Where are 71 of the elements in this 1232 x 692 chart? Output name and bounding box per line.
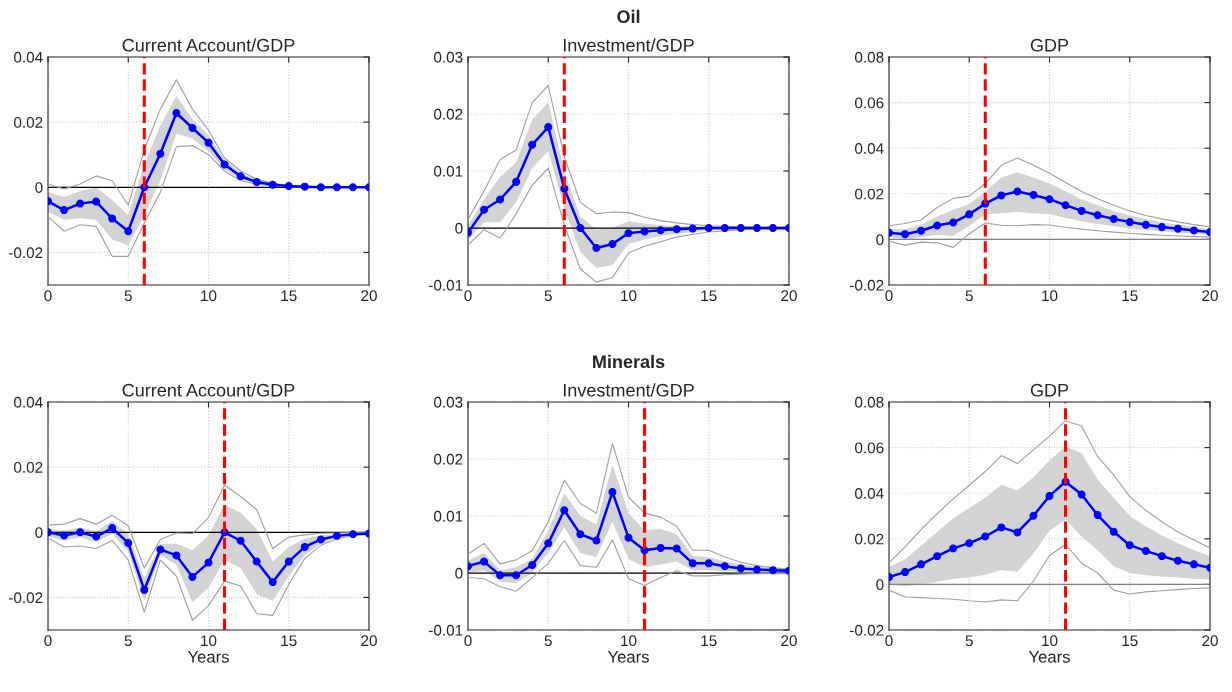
chart-title: Current Account/GDP [122, 38, 295, 52]
y-tick-label: 0.08 [855, 396, 884, 408]
chart-title: GDP [1030, 383, 1069, 397]
x-tick-label: 5 [965, 635, 973, 647]
x-tick-label: 20 [1202, 290, 1218, 302]
y-tick-label: 0.04 [14, 396, 43, 408]
y-tick-label: -0.02 [850, 279, 884, 291]
x-tick-label: 5 [544, 635, 552, 647]
x-tick-label: 0 [885, 635, 893, 647]
text: Minerals [593, 354, 665, 369]
y-tick-label: 0.06 [855, 97, 884, 109]
x-tick-label: 15 [281, 635, 297, 647]
y-tick-label: 0.06 [855, 442, 884, 454]
y-tick-label: 0.03 [434, 51, 463, 63]
x-tick-label: 0 [464, 635, 472, 647]
x-tick-label: 20 [361, 635, 377, 647]
x-tick-label: 5 [124, 635, 132, 647]
x-tick-label: 10 [201, 290, 217, 302]
chart-title: Investment/GDP [563, 38, 694, 52]
text: Oil [617, 9, 640, 24]
y-tick-label: 0 [876, 579, 884, 591]
y-tick-label: 0.02 [434, 453, 463, 465]
x-tick-label: 15 [701, 635, 717, 647]
y-tick-label: 0.01 [434, 165, 463, 177]
y-tick-label: 0 [455, 567, 463, 579]
y-tick-label: -0.01 [429, 279, 463, 291]
x-tick-label: 0 [464, 290, 472, 302]
x-axis-title: Years [187, 651, 229, 663]
y-tick-label: -0.02 [9, 247, 43, 259]
y-tick-label: 0.03 [434, 396, 463, 408]
x-tick-label: 10 [621, 635, 637, 647]
y-tick-label: 0.02 [855, 533, 884, 545]
x-tick-label: 20 [1202, 635, 1218, 647]
x-tick-label: 15 [281, 290, 297, 302]
x-tick-label: 10 [201, 635, 217, 647]
y-tick-label: -0.02 [9, 592, 43, 604]
x-tick-label: 20 [781, 290, 797, 302]
x-tick-label: 0 [44, 635, 52, 647]
y-tick-label: -0.01 [429, 624, 463, 636]
x-tick-label: 10 [1042, 635, 1058, 647]
y-tick-label: 0.02 [14, 462, 43, 473]
y-tick-label: 0.08 [855, 51, 884, 63]
chart-title: Current Account/GDP [122, 383, 295, 397]
y-tick-label: -0.02 [850, 624, 884, 636]
x-tick-label: 5 [124, 290, 132, 302]
x-tick-label: 0 [885, 290, 893, 302]
y-tick-label: 0.01 [434, 510, 463, 522]
y-tick-label: 0 [35, 182, 43, 193]
chart-title: Investment/GDP [563, 383, 694, 397]
x-tick-label: 5 [965, 290, 973, 302]
x-tick-label: 5 [544, 290, 552, 302]
y-tick-label: 0.04 [855, 143, 884, 154]
x-tick-label: 20 [781, 635, 797, 647]
x-axis-title: Years [1028, 651, 1070, 663]
y-tick-label: 0 [876, 234, 884, 246]
x-axis-title: Years [607, 651, 649, 663]
y-tick-label: 0.04 [14, 51, 43, 63]
x-tick-label: 15 [1122, 290, 1138, 302]
y-tick-label: 0.04 [855, 488, 884, 499]
x-tick-label: 15 [1122, 635, 1138, 647]
x-tick-label: 10 [1042, 290, 1058, 302]
y-tick-label: 0 [35, 527, 43, 538]
x-tick-label: 0 [44, 290, 52, 302]
y-tick-label: 0 [455, 222, 463, 234]
x-tick-label: 20 [361, 290, 377, 302]
y-tick-label: 0.02 [434, 108, 463, 120]
y-tick-label: 0.02 [14, 117, 43, 128]
y-tick-label: 0.02 [855, 188, 884, 200]
chart-title: GDP [1030, 38, 1069, 52]
x-tick-label: 10 [621, 290, 637, 302]
x-tick-label: 15 [701, 290, 717, 302]
